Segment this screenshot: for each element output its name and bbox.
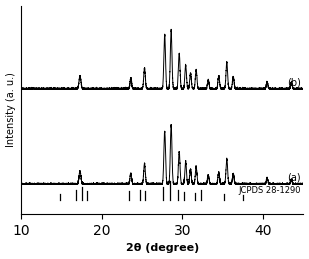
Y-axis label: Intensity (a. u.): Intensity (a. u.) xyxy=(6,73,15,147)
X-axis label: 2θ (degree): 2θ (degree) xyxy=(126,243,199,254)
Text: JCPDS 28-1290: JCPDS 28-1290 xyxy=(239,186,301,195)
Text: (b): (b) xyxy=(287,78,301,88)
Text: (a): (a) xyxy=(287,173,301,183)
